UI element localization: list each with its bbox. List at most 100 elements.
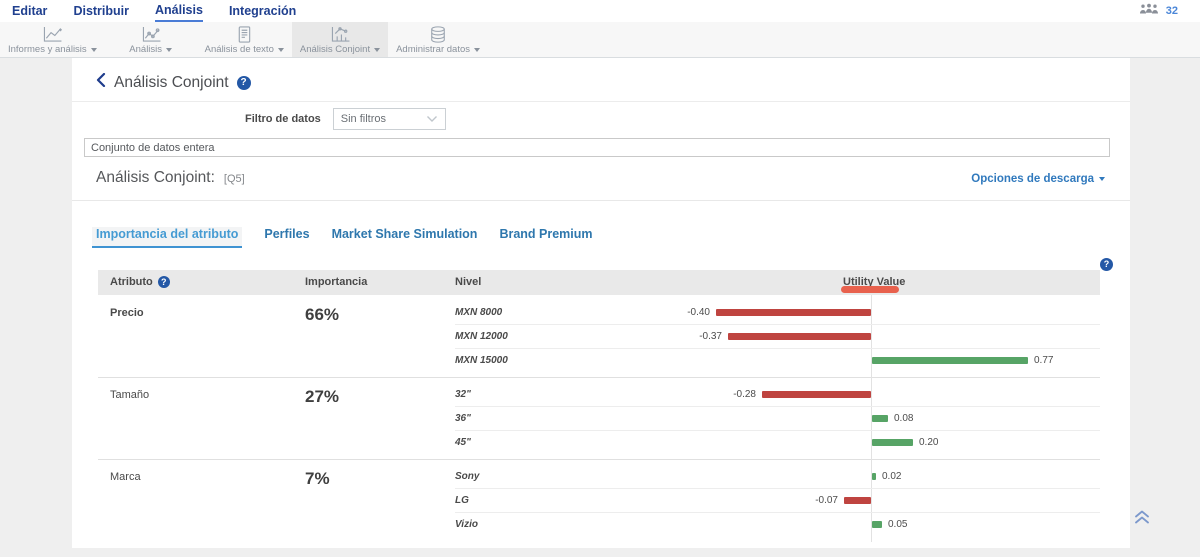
toolbar-button-label: Análisis (129, 44, 163, 55)
utility-bar (872, 415, 888, 422)
toolbar-button-analisis[interactable]: Análisis (105, 22, 197, 57)
zero-axis-line (871, 377, 872, 460)
toolbar-button-label: Administrar datos (396, 44, 471, 55)
result-tabs: Importancia del atributo Perfiles Market S… (72, 227, 1130, 248)
chevron-down-icon (90, 47, 97, 52)
zero-axis-line (871, 459, 872, 542)
top-nav-bar: Editar Distribuir Análisis Integración 32 (0, 0, 1200, 22)
tab-importancia-del-atributo[interactable]: Importancia del atributo (92, 227, 243, 248)
levels-container: Sony 0.02 LG -0.07 Vizio 0.05 (455, 459, 1100, 542)
level-name: Vizio (455, 519, 478, 530)
importance-value: 66% (305, 305, 340, 324)
attribute-help-icon[interactable]: ? (157, 276, 170, 288)
chevron-down-icon (374, 47, 381, 52)
chevron-down-icon (1099, 177, 1105, 181)
panel-header: Análisis Conjoint ? (72, 58, 1130, 102)
conjoint-chart-icon (327, 26, 353, 43)
level-name: MXN 15000 (455, 355, 508, 366)
utility-value-label: 0.77 (1034, 355, 1054, 366)
attribute-group-tamano: Tamaño 27% 32" -0.28 36" 0.08 45" 0.20 (98, 377, 1100, 460)
importance-value: 7% (305, 469, 330, 488)
database-icon (426, 26, 450, 43)
toolbar-button-label-row: Análisis Conjoint (300, 44, 381, 55)
dataset-selector[interactable]: Conjunto de datos entera (84, 138, 1110, 157)
utility-bar (872, 521, 882, 528)
tab-perfiles[interactable]: Perfiles (264, 227, 310, 241)
back-chevron-icon[interactable] (96, 72, 106, 92)
top-nav-right: 32 (1138, 2, 1200, 20)
section-title: Análisis Conjoint: (96, 169, 215, 186)
data-filter-value: Sin filtros (340, 113, 387, 125)
utility-bar (728, 333, 871, 340)
level-row-mxn-8000: MXN 8000 -0.40 (455, 301, 1100, 325)
utility-bar (872, 357, 1028, 364)
toolbar-button-label: Análisis de texto (204, 44, 274, 55)
table-help-icon[interactable]: ? (1100, 257, 1113, 271)
toolbar-button-label-row: Administrar datos (396, 44, 481, 55)
level-row-45: 45" 0.20 (455, 431, 1100, 455)
page-help-icon[interactable]: ? (236, 75, 251, 90)
nav-item-analisis[interactable]: Análisis (155, 0, 203, 22)
tab-brand-premium[interactable]: Brand Premium (499, 227, 593, 241)
toolbar-button-informes-y-analisis[interactable]: Informes y análisis (0, 22, 105, 57)
toolbar-button-analisis-de-texto[interactable]: Análisis de texto (197, 22, 292, 57)
respondents-count[interactable]: 32 (1165, 5, 1178, 17)
level-name: 36" (455, 413, 471, 424)
level-name: Sony (455, 471, 480, 482)
zero-axis-line (871, 295, 872, 378)
chevron-down-icon (426, 115, 438, 123)
scroll-to-top-button[interactable] (1133, 508, 1151, 530)
toolbar-button-label-row: Análisis (129, 44, 173, 55)
toolbar-button-administrar-datos[interactable]: Administrar datos (388, 22, 488, 57)
attribute-name: Tamaño (110, 389, 150, 401)
page-title: Análisis Conjoint (114, 73, 229, 91)
toolbar-button-label-row: Análisis de texto (205, 44, 284, 55)
column-header-nivel: Nivel (455, 276, 482, 288)
utility-value-annotation-marker (841, 286, 899, 293)
nav-item-editar[interactable]: Editar (12, 3, 48, 18)
utility-bar (872, 473, 876, 480)
reports-line-chart-icon (39, 26, 65, 43)
attribute-name: Marca (110, 471, 141, 483)
utility-value-label: -0.37 (699, 331, 722, 342)
utility-bar (844, 497, 871, 504)
toolbar-button-label-row: Informes y análisis (8, 44, 97, 55)
level-row-mxn-15000: MXN 15000 0.77 (455, 349, 1100, 373)
utility-value-label: -0.07 (815, 495, 838, 506)
attribute-group-marca: Marca 7% Sony 0.02 LG -0.07 Vizio 0.05 (98, 459, 1100, 542)
level-row-vizio: Vizio 0.05 (455, 513, 1100, 537)
nav-item-distribuir[interactable]: Distribuir (73, 3, 129, 18)
utility-bar (716, 309, 871, 316)
level-row-sony: Sony 0.02 (455, 465, 1100, 489)
toolbar-button-analisis-conjoint[interactable]: Análisis Conjoint (291, 22, 389, 57)
levels-container: 32" -0.28 36" 0.08 45" 0.20 (455, 377, 1100, 460)
utility-value-label: 0.20 (919, 437, 939, 448)
respondents-people-icon (1138, 2, 1160, 20)
chevron-down-icon (277, 47, 284, 52)
section-heading-row: Análisis Conjoint: [Q5] Opciones de desc… (72, 157, 1130, 201)
column-header-utility-value: Utility Value (843, 276, 906, 288)
download-options-button[interactable]: Opciones de descarga (971, 173, 1105, 185)
dataset-selector-value: Conjunto de datos entera (91, 141, 215, 154)
top-nav-items: Editar Distribuir Análisis Integración (12, 0, 296, 22)
analysis-scatter-chart-icon (138, 26, 164, 43)
question-reference: [Q5] (223, 173, 245, 185)
conjoint-table: Atributo ? Importancia Nivel Utility Val… (98, 270, 1100, 542)
level-row-lg: LG -0.07 (455, 489, 1100, 513)
data-filter-select[interactable]: Sin filtros (332, 108, 446, 130)
level-name: MXN 8000 (455, 307, 503, 318)
toolbar-button-label: Informes y análisis (8, 44, 87, 55)
analysis-toolbar: Informes y análisis Análisis Análisis de t… (0, 22, 1200, 58)
utility-value-label: 0.05 (888, 519, 908, 530)
tab-market-share-simulation[interactable]: Market Share Simulation (331, 227, 478, 241)
utility-value-label: 0.02 (882, 471, 902, 482)
utility-bar (762, 391, 871, 398)
chevron-down-icon (166, 47, 173, 52)
utility-value-label: -0.28 (733, 389, 756, 400)
chevron-down-icon (474, 47, 481, 52)
data-filter-label: Filtro de datos (245, 113, 321, 125)
nav-item-integracion[interactable]: Integración (228, 3, 297, 18)
text-document-icon (231, 26, 257, 43)
column-header-atributo: Atributo ? (110, 276, 170, 288)
conjoint-table-header: Atributo ? Importancia Nivel Utility Val… (98, 270, 1100, 295)
